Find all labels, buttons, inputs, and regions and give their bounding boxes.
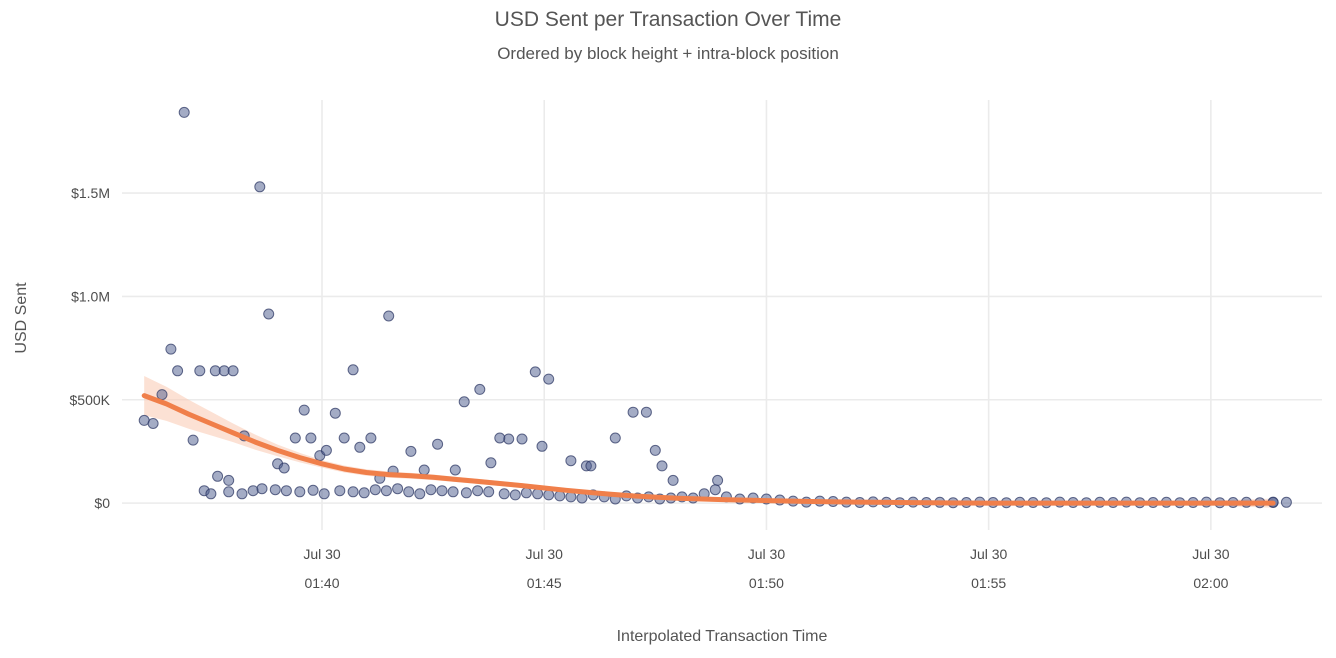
data-point — [627, 406, 639, 418]
data-point — [432, 438, 444, 450]
data-point — [172, 365, 184, 377]
data-point — [458, 396, 470, 408]
data-point — [509, 489, 521, 501]
data-point — [667, 474, 679, 486]
data-point — [187, 434, 199, 446]
data-point — [425, 484, 437, 496]
data-point — [436, 485, 448, 497]
data-point — [156, 389, 168, 401]
data-point — [307, 484, 319, 496]
chart-subtitle: Ordered by block height + intra-block po… — [497, 44, 839, 63]
data-point — [256, 483, 268, 495]
data-points — [138, 106, 1292, 509]
grid-lines — [122, 100, 1322, 530]
data-point — [418, 464, 430, 476]
data-point — [194, 365, 206, 377]
data-point — [543, 373, 555, 385]
data-point — [223, 486, 235, 498]
data-point — [483, 486, 495, 498]
data-point — [165, 343, 177, 355]
data-point — [529, 366, 541, 378]
x-tick-date-label: Jul 30 — [748, 546, 786, 562]
data-point — [585, 460, 597, 472]
data-point — [263, 308, 275, 320]
data-point — [405, 445, 417, 457]
x-axis-label: Interpolated Transaction Time — [617, 628, 828, 645]
data-point — [460, 487, 472, 499]
data-point — [318, 488, 330, 500]
data-point — [543, 489, 555, 501]
data-point — [369, 484, 381, 496]
data-point — [347, 486, 359, 498]
data-point — [656, 460, 668, 472]
data-point — [334, 485, 346, 497]
data-point — [474, 383, 486, 395]
data-point — [254, 181, 266, 193]
data-point — [365, 432, 377, 444]
data-point — [565, 455, 577, 467]
data-point — [447, 486, 459, 498]
data-point — [289, 432, 301, 444]
data-point — [609, 432, 621, 444]
data-point — [392, 483, 404, 495]
data-point — [709, 484, 721, 496]
data-point — [640, 406, 652, 418]
y-tick-label: $0 — [94, 495, 110, 511]
data-point — [649, 444, 661, 456]
data-point — [298, 404, 310, 416]
data-point — [1280, 496, 1292, 508]
trend-line — [141, 393, 1276, 506]
data-point — [227, 365, 239, 377]
x-tick-date-label: Jul 30 — [303, 546, 341, 562]
data-point — [358, 487, 370, 499]
data-point — [178, 106, 190, 118]
data-point — [354, 441, 366, 453]
data-point — [212, 470, 224, 482]
data-point — [147, 418, 159, 429]
data-point — [269, 484, 281, 496]
chart-title: USD Sent per Transaction Over Time — [494, 8, 842, 31]
data-point — [498, 488, 510, 500]
x-tick-time-label: 02:00 — [1193, 575, 1228, 591]
trend-line-group — [141, 393, 1276, 506]
y-tick-label: $1.5M — [71, 185, 110, 201]
x-tick-date-label: Jul 30 — [970, 546, 1008, 562]
data-point — [380, 485, 392, 497]
data-point — [347, 364, 359, 376]
data-point — [329, 407, 341, 419]
data-point — [223, 474, 235, 486]
x-tick-time-label: 01:45 — [527, 575, 562, 591]
x-tick-date-label: Jul 30 — [526, 546, 564, 562]
data-point — [338, 432, 350, 444]
data-point — [280, 485, 292, 497]
x-tick-time-label: 01:55 — [971, 575, 1006, 591]
x-tick-time-label: 01:40 — [304, 575, 339, 591]
x-tick-date-label: Jul 30 — [1192, 546, 1230, 562]
data-point — [485, 457, 497, 469]
y-tick-label: $500K — [70, 392, 111, 408]
data-point — [320, 444, 332, 456]
data-point — [494, 432, 506, 444]
data-point — [472, 485, 484, 497]
data-point — [294, 486, 306, 498]
data-point — [414, 488, 426, 500]
data-point — [383, 310, 395, 322]
y-axis-label: USD Sent — [13, 282, 30, 354]
data-point — [247, 485, 259, 497]
data-point — [205, 488, 217, 500]
data-point — [403, 486, 415, 498]
data-point — [305, 432, 317, 444]
x-tick-time-label: 01:50 — [749, 575, 784, 591]
data-point — [278, 462, 290, 474]
data-point — [536, 440, 548, 452]
data-point — [532, 488, 544, 500]
data-point — [712, 474, 724, 486]
data-point — [449, 464, 461, 476]
tick-labels: $0 $500K $1.0M $1.5M Jul 30 01:40 Jul 30 01:45 J… — [70, 185, 1230, 591]
y-tick-label: $1.0M — [71, 288, 110, 304]
data-point — [520, 487, 532, 499]
data-point — [516, 433, 528, 445]
data-point — [236, 488, 248, 500]
